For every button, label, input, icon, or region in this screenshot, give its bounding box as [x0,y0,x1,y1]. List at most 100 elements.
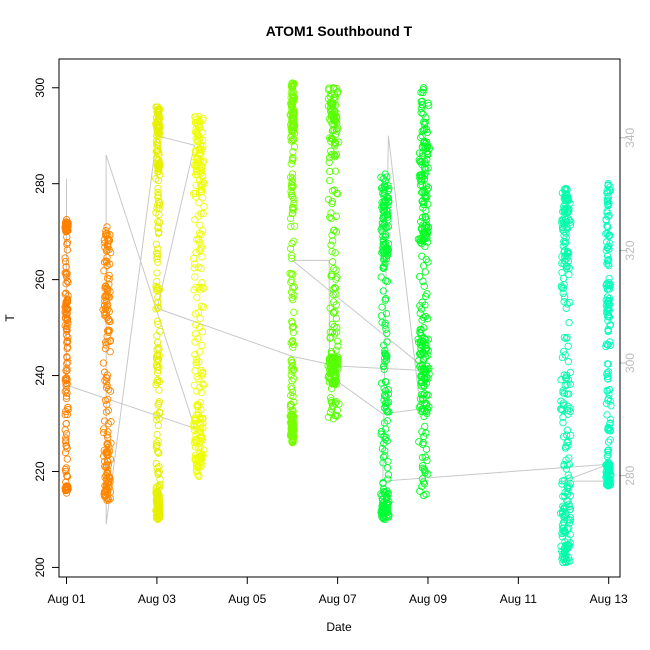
data-point [419,149,427,157]
data-point [420,235,429,243]
data-point [420,186,428,194]
data-point [331,167,340,175]
data-point [563,439,571,447]
data-point [101,231,110,239]
data-point [62,298,70,306]
data-point [62,467,70,476]
data-point [380,404,389,412]
data-point [199,414,207,423]
data-point [192,193,200,201]
data-point [191,310,199,318]
data-point [195,348,204,356]
data-point [61,387,69,396]
data-point [565,474,573,482]
data-point [563,461,571,469]
data-point [418,170,426,179]
data-point [419,391,427,399]
data-point [420,334,428,343]
data-point [563,525,571,533]
data-point [154,258,162,266]
data-point [605,305,613,313]
data-point [562,234,570,242]
data-point [378,224,386,232]
data-point [604,360,612,368]
data-point [191,260,199,268]
data-point [418,237,427,245]
data-point [153,249,161,257]
data-point [379,232,387,241]
data-point [559,492,567,500]
data-point [417,373,425,381]
data-point [422,125,431,134]
data-point [286,418,295,427]
data-point [379,237,387,245]
data-point [380,264,388,272]
data-point [418,252,426,260]
data-point [197,455,206,464]
data-point [558,406,567,414]
data-point [560,185,568,194]
data-point [63,233,71,241]
data-point [383,407,391,416]
data-point [379,479,387,488]
data-point [192,283,200,291]
data-point [154,515,162,524]
data-point [418,152,427,160]
data-point [565,543,573,551]
data-point [288,439,297,447]
x-tick-label: Aug 01 [48,592,86,606]
data-point [197,230,205,239]
data-point [563,247,572,256]
data-point [327,147,335,155]
data-point [384,390,393,398]
data-point [195,176,204,184]
data-point [154,189,162,197]
data-point [558,529,566,538]
data-point [328,231,336,239]
data-point [566,492,574,500]
data-point [62,482,71,490]
data-point [326,374,334,382]
data-point [565,205,573,213]
data-point [383,494,391,502]
data-point [383,338,391,346]
data-point [155,484,163,492]
data-point [289,206,297,214]
data-point [419,478,428,486]
data-point [200,202,208,211]
data-point [106,231,114,239]
data-point [379,287,387,295]
data-point [325,378,333,386]
data-point [381,321,389,329]
data-point [197,372,206,380]
data-point [288,377,296,385]
data-point [288,79,297,87]
data-point [195,120,203,129]
data-point [383,223,391,232]
data-point [62,394,71,403]
data-point [560,371,568,379]
data-point [422,206,430,215]
data-point [421,468,429,477]
data-point [384,197,393,205]
data-point [382,425,390,433]
data-point [330,226,338,234]
data-point [420,324,428,332]
data-point [288,430,297,439]
data-point [197,302,205,310]
x-tick-label: Aug 05 [228,592,266,606]
plot-area [61,79,615,567]
data-point [381,296,389,304]
data-point [565,524,573,532]
data-point [103,235,112,243]
data-point [103,457,112,465]
data-point [562,545,571,554]
data-point [379,453,388,461]
data-point [199,114,207,123]
data-point [196,221,204,229]
data-point [418,97,426,105]
data-point [419,277,427,286]
data-point [606,415,615,424]
y-tick-label: 200 [33,557,47,577]
data-point [290,110,298,118]
